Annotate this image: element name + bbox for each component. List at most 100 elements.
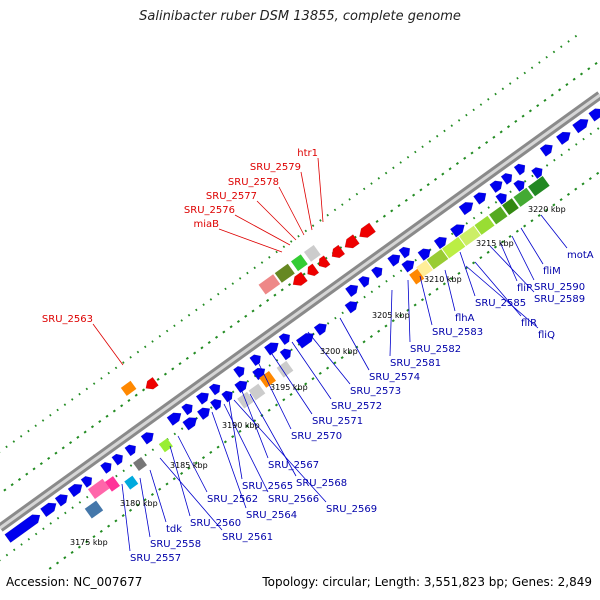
gc-dot	[392, 166, 395, 170]
gc-dot	[246, 271, 249, 275]
gc-dot	[76, 435, 80, 439]
gc-dot	[92, 382, 96, 385]
forward-gene	[473, 192, 487, 205]
gc-dot	[180, 319, 183, 322]
gc-dot	[340, 356, 344, 360]
gc-dot	[297, 234, 300, 238]
gc-dot	[413, 303, 417, 307]
gc-dot	[508, 82, 512, 85]
forward-gene	[249, 354, 261, 367]
gc-dot	[450, 124, 454, 127]
gc-dot	[575, 143, 578, 146]
gc-dot	[311, 224, 315, 227]
gc-dot	[508, 235, 512, 239]
reverse-gene	[331, 244, 346, 259]
gc-dot	[34, 424, 37, 428]
gc-dot	[560, 45, 563, 48]
kbp-tick-label: 3220 kbp	[528, 205, 566, 214]
gc-dot	[114, 519, 118, 523]
gc-dot	[399, 269, 403, 273]
gc-dot	[223, 440, 227, 444]
gene-label: SRU_2579	[250, 162, 301, 173]
gene-salmon	[258, 274, 281, 295]
gc-dot	[41, 419, 45, 422]
gc-dot	[173, 324, 176, 328]
gc-dot	[341, 203, 344, 206]
gc-dot	[472, 108, 475, 112]
gc-dot	[42, 527, 45, 531]
callout-line	[177, 435, 208, 493]
kbp-tick-label: 3175 kbp	[70, 538, 108, 547]
gc-dot	[385, 279, 388, 283]
gc-dot	[49, 522, 52, 525]
gc-dot	[302, 272, 306, 276]
gc-dot	[384, 171, 388, 175]
gc-dot	[165, 329, 169, 333]
gc-dot	[326, 322, 330, 325]
gc-dot	[122, 361, 125, 364]
gc-dot	[77, 545, 81, 549]
gc-dot	[143, 345, 147, 349]
gene-label: SRU_2563	[42, 314, 93, 325]
gc-dot	[553, 158, 556, 162]
gene-orange	[120, 380, 137, 396]
gc-dot	[231, 390, 235, 394]
gc-dot	[280, 288, 284, 292]
gene-label: SRU_2568	[296, 478, 347, 489]
callout-line	[149, 469, 167, 523]
gene-label: SRU_2578	[228, 177, 279, 188]
gc-dot	[193, 351, 197, 355]
callout-line	[139, 477, 151, 538]
gene-green	[291, 254, 308, 272]
gc-dot	[3, 488, 7, 492]
gene-label: SRU_2576	[184, 205, 235, 216]
forward-gene	[345, 284, 359, 298]
gc-dot	[165, 482, 169, 486]
gene-label: fliP	[517, 283, 532, 294]
gene-label: fliM	[543, 266, 561, 277]
gc-dot	[143, 498, 147, 502]
gc-dot	[465, 222, 469, 225]
callout-line	[465, 265, 539, 329]
gc-dot	[202, 303, 205, 306]
gc-dot	[258, 304, 262, 308]
genome-summary: Topology: circular; Length: 3,551,823 bp…	[262, 575, 592, 589]
gene-lime	[158, 438, 173, 453]
gc-dot	[479, 103, 483, 106]
gc-dot	[107, 371, 110, 375]
forward-gene	[100, 462, 112, 474]
gc-dot	[12, 440, 16, 443]
gc-dot	[187, 313, 191, 317]
gc-dot	[245, 424, 249, 428]
gc-dot	[48, 566, 52, 570]
flagellar-gene	[513, 187, 534, 207]
gc-dot	[480, 211, 483, 215]
flagellar-gene	[416, 260, 433, 278]
gc-dot	[85, 540, 89, 544]
gc-dot	[538, 61, 541, 64]
forward-gene	[357, 275, 370, 288]
gc-dot	[472, 216, 476, 220]
gc-dot	[414, 258, 417, 262]
forward-gene	[500, 173, 513, 185]
gc-dot	[224, 287, 227, 291]
gc-dot	[545, 55, 548, 59]
forward-gene	[234, 380, 248, 394]
gc-dot	[289, 392, 293, 396]
gc-dot	[391, 319, 395, 323]
kbp-tick-label: 3200 kbp	[320, 347, 358, 356]
gc-dot	[530, 66, 534, 70]
gene-label: SRU_2577	[206, 191, 257, 202]
gc-dot	[121, 514, 125, 518]
gc-dot	[112, 409, 116, 413]
gc-dot	[397, 204, 401, 208]
gc-dot	[64, 511, 67, 515]
gc-dot	[267, 408, 271, 412]
gc-dot	[187, 466, 191, 470]
gc-dot	[479, 256, 483, 260]
gc-dot	[27, 429, 30, 433]
gc-dot	[414, 150, 417, 154]
gc-dot	[209, 450, 213, 454]
gc-dot	[574, 34, 578, 38]
gc-dot	[399, 161, 402, 164]
